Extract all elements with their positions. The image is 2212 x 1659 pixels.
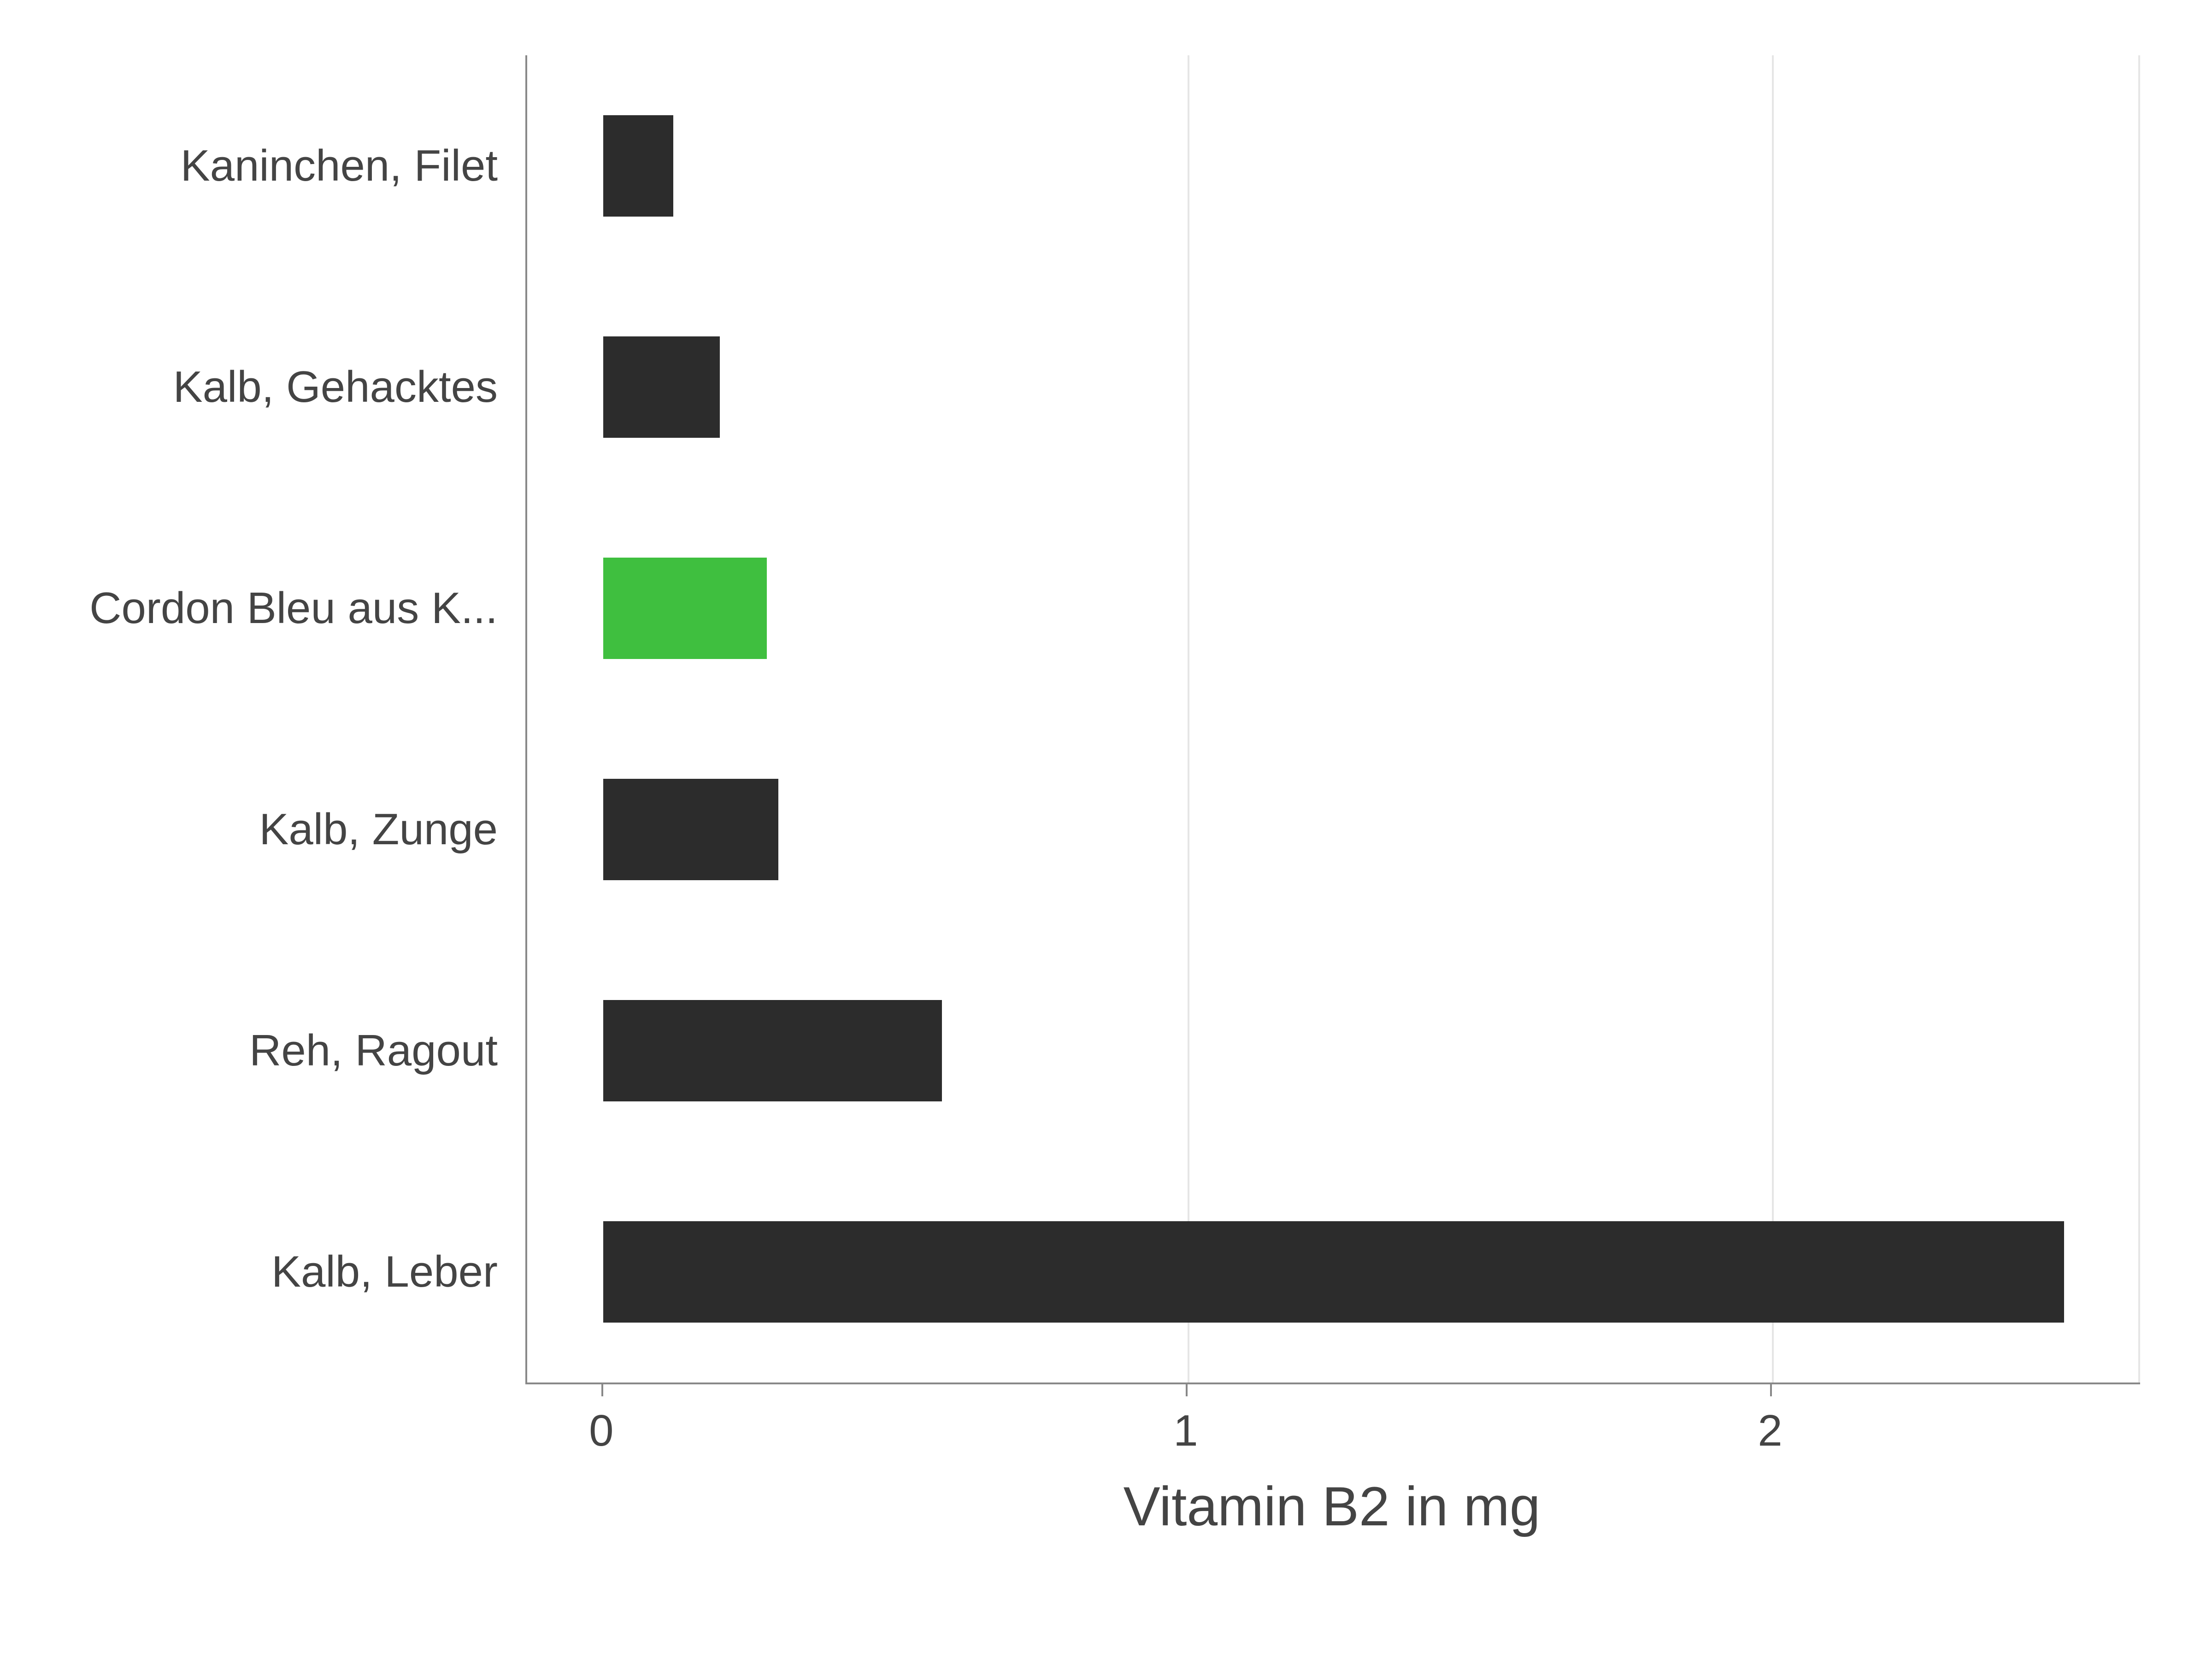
y-axis-label: Cordon Bleu aus K... [0,586,498,630]
bar [603,779,778,880]
x-tick [601,1382,603,1396]
bar [603,1000,942,1101]
y-axis-label: Kaninchen, Filet [0,144,498,188]
bar-chart: Kaninchen, Filet Kalb, Gehacktes Cordon Bl… [0,0,2212,1659]
bar [603,336,720,438]
x-tick-label: 2 [1758,1406,1782,1456]
bar [603,558,767,659]
x-tick-label: 1 [1173,1406,1198,1456]
x-axis-title: Vitamin B2 in mg [525,1475,2138,1538]
y-axis-label: Kalb, Gehacktes [0,365,498,409]
x-tick [1770,1382,1772,1396]
plot-area [525,55,2140,1384]
gridline [1188,55,1189,1382]
gridline [2138,55,2140,1382]
y-axis-label: Kalb, Zunge [0,807,498,852]
x-tick-label: 0 [589,1406,613,1456]
bar [603,1221,2064,1323]
x-tick [1186,1382,1188,1396]
gridline [1772,55,1774,1382]
y-axis-label: Kalb, Leber [0,1250,498,1294]
bar [603,115,673,217]
y-axis-label: Reh, Ragout [0,1029,498,1073]
